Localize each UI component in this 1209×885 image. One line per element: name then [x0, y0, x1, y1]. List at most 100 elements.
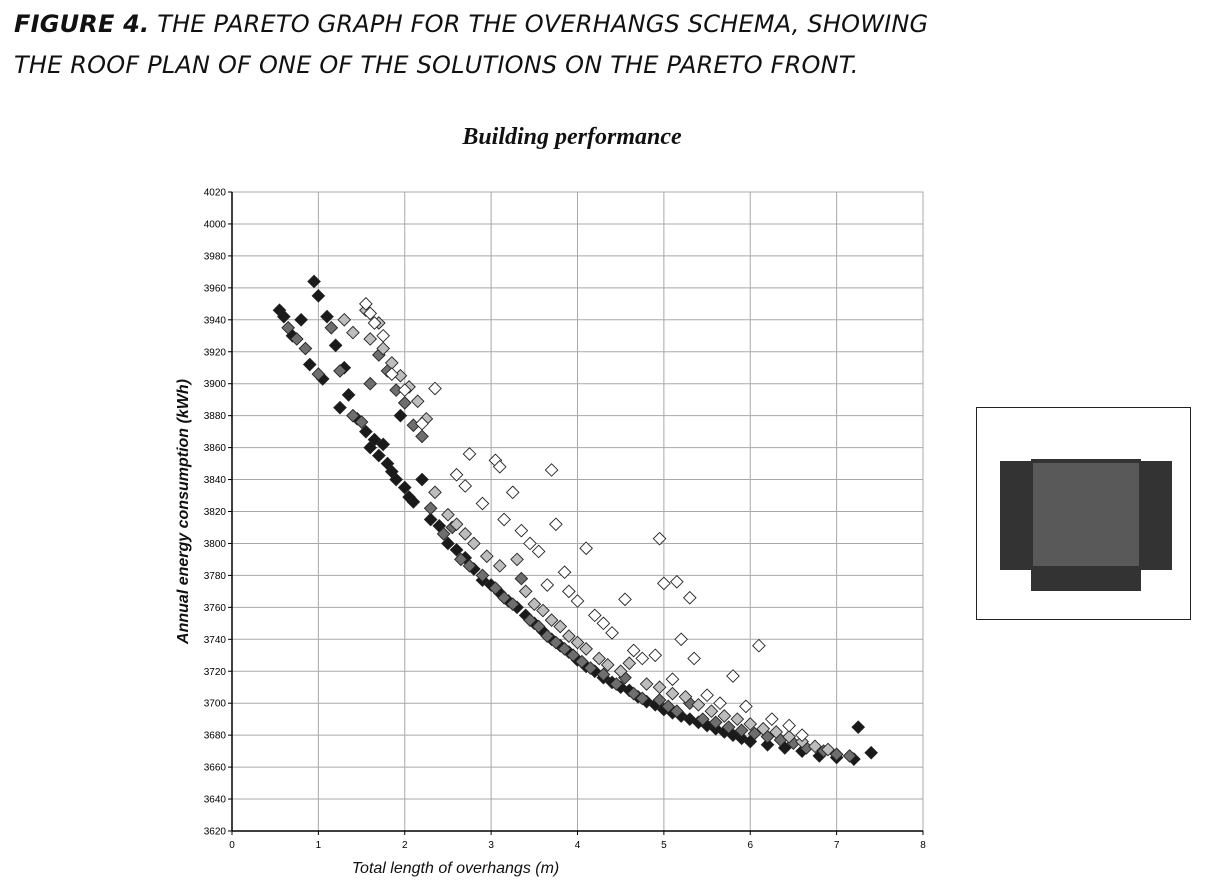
data-point-white [674, 632, 688, 647]
y-tick-label: 3800 [204, 539, 227, 550]
data-point-mid [289, 332, 304, 346]
x-axis-title: Total length of overhangs (m) [352, 860, 560, 877]
data-point-light [769, 725, 783, 739]
data-point-mid [669, 704, 684, 719]
data-point-light [756, 721, 771, 736]
data-point-light [782, 729, 796, 744]
data-point-light [527, 597, 542, 611]
y-tick-label: 3940 [204, 315, 227, 326]
data-point-white [726, 669, 740, 683]
data-point-mid [661, 699, 676, 714]
roof-overhang-east [1134, 461, 1172, 570]
y-tick-label: 4020 [204, 188, 227, 199]
data-point-white [657, 576, 671, 591]
data-point-dark [341, 388, 356, 402]
data-point-white [782, 718, 796, 733]
data-point-white [652, 531, 667, 546]
data-point-light [665, 686, 680, 701]
data-point-white [579, 541, 593, 556]
x-tick-label: 4 [575, 840, 581, 851]
data-point-mid [436, 527, 451, 541]
data-point-mid [397, 396, 412, 410]
y-tick-label: 4000 [204, 219, 227, 230]
data-point-mid [505, 597, 520, 611]
data-point-light [678, 689, 693, 704]
data-point-mid [346, 408, 360, 423]
data-point-mid [583, 661, 598, 675]
data-point-white [384, 367, 399, 381]
data-point-white [587, 608, 602, 623]
data-point-mid [423, 501, 438, 516]
y-tick-label: 3880 [204, 411, 227, 422]
data-point-white [363, 306, 378, 321]
data-point-white [458, 479, 473, 493]
y-tick-label: 3860 [204, 443, 227, 454]
data-point-mid [354, 415, 369, 429]
data-point-light [730, 712, 745, 727]
data-point-light [479, 549, 494, 564]
data-point-light [562, 629, 576, 643]
data-point-light [428, 485, 442, 500]
data-point-dark [372, 448, 386, 463]
y-tick-label: 3620 [204, 827, 227, 838]
y-tick-label: 3980 [204, 251, 227, 262]
x-tick-label: 6 [747, 840, 753, 851]
data-point-mid [298, 341, 313, 356]
data-point-mid [281, 320, 295, 335]
data-point-mid [566, 648, 581, 663]
data-point-light [458, 527, 473, 541]
data-point-white [605, 626, 619, 640]
data-point-dark [441, 536, 455, 551]
y-tick-label: 3700 [204, 699, 227, 710]
data-point-dark [320, 309, 334, 324]
data-point-white [765, 712, 779, 727]
y-tick-label: 3960 [204, 283, 227, 294]
data-point-mid [333, 364, 347, 378]
data-point-white [596, 616, 611, 631]
data-point-dark [851, 720, 866, 734]
data-point-white [549, 517, 563, 532]
data-point-mid [829, 747, 844, 762]
data-point-mid [415, 429, 429, 444]
data-point-white [514, 523, 529, 538]
y-tick-label: 3820 [204, 507, 227, 518]
data-point-light [579, 642, 593, 656]
data-point-dark [359, 424, 373, 439]
data-point-mid [540, 629, 555, 643]
y-tick-label: 3900 [204, 379, 227, 390]
data-point-light [376, 341, 390, 356]
data-point-light [592, 651, 606, 666]
data-point-light [570, 635, 585, 650]
y-tick-label: 3760 [204, 603, 227, 614]
chart-title: Building performance [462, 124, 682, 150]
data-point-light [553, 619, 568, 634]
data-point-light [510, 552, 524, 567]
data-point-light [639, 677, 654, 691]
data-point-dark [311, 289, 326, 303]
data-point-dark [760, 737, 775, 752]
data-point-white [626, 643, 641, 658]
data-point-mid [635, 691, 650, 706]
figure-caption: FIGURE 4. THE PARETO GRAPH FOR THE OVERH… [14, 4, 1014, 86]
y-tick-label: 3660 [204, 763, 227, 774]
x-tick-label: 0 [229, 840, 235, 851]
y-tick-label: 3680 [204, 731, 227, 742]
data-point-white [376, 328, 390, 343]
data-point-light [821, 742, 835, 757]
data-point-white [713, 696, 727, 711]
data-point-mid [531, 619, 546, 634]
y-tick-label: 3920 [204, 347, 227, 358]
data-point-light [467, 536, 481, 551]
data-point-dark [367, 432, 382, 447]
data-point-white [497, 512, 511, 527]
data-point-dark [393, 408, 408, 423]
data-point-mid [497, 590, 511, 605]
data-point-white [795, 728, 809, 742]
data-point-mid [514, 571, 529, 586]
y-tick-label: 3780 [204, 571, 227, 582]
data-point-dark [302, 357, 317, 372]
figure-label: FIGURE 4. [14, 10, 150, 38]
data-point-white [687, 651, 701, 666]
data-point-mid [721, 720, 736, 734]
data-point-white [570, 594, 585, 608]
